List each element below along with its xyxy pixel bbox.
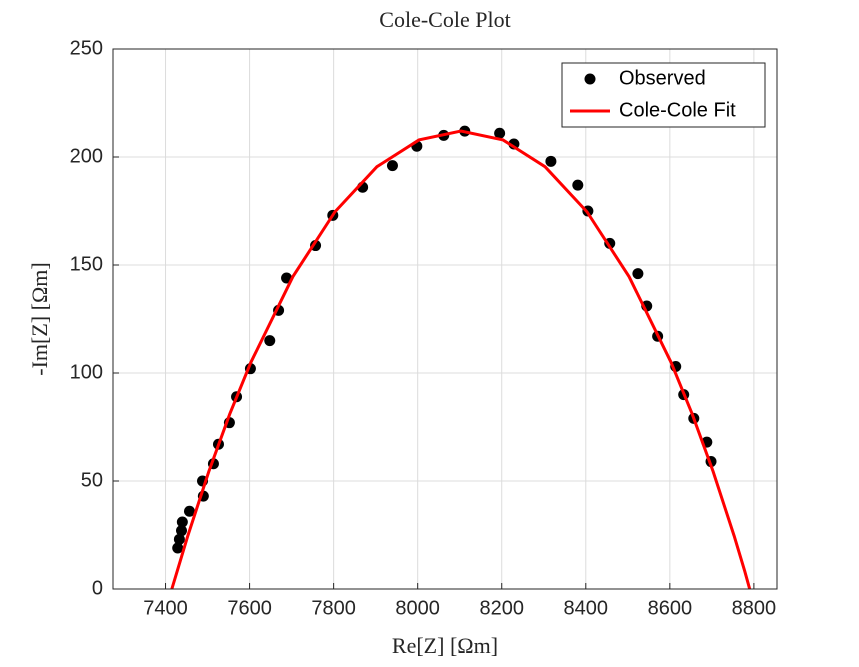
y-tick-label: 200: [70, 145, 103, 167]
x-tick-label: 7800: [311, 597, 356, 619]
legend-label: Cole-Cole Fit: [619, 99, 736, 121]
y-tick-label: 0: [92, 577, 103, 599]
y-tick-label: 50: [81, 469, 103, 491]
x-tick-label: 8000: [395, 597, 440, 619]
data-point: [172, 542, 184, 554]
data-point: [494, 127, 506, 139]
fit-line: [170, 129, 752, 590]
data-point: [176, 525, 188, 537]
y-tick-label: 250: [70, 37, 103, 59]
y-tick-label: 100: [70, 361, 103, 383]
data-point: [176, 516, 188, 528]
y-tick-label: 150: [70, 253, 103, 275]
plot-area: [113, 49, 777, 589]
x-axis-label: Re[Z] [Ωm]: [392, 633, 498, 658]
x-tick-label: 8800: [732, 597, 777, 619]
data-point: [545, 155, 557, 167]
legend-label: Observed: [619, 67, 706, 89]
legend: Observed Cole-Cole Fit: [561, 62, 766, 128]
legend-box: [561, 62, 766, 128]
chart-title: Cole-Cole Plot: [379, 7, 510, 32]
data-point: [173, 533, 185, 545]
legend-symbol: [584, 73, 596, 85]
x-tick-label: 8600: [648, 597, 693, 619]
data-point: [572, 179, 584, 191]
data-point: [632, 268, 644, 280]
axes-box: [112, 48, 778, 590]
data-point: [386, 160, 398, 172]
data-point: [183, 505, 195, 517]
x-tick-label: 8400: [564, 597, 609, 619]
marks: [170, 125, 752, 590]
x-tick-label: 7400: [143, 597, 188, 619]
x-tick-label: 8200: [479, 597, 524, 619]
x-tick-label: 7600: [227, 597, 272, 619]
data-point: [264, 335, 276, 347]
y-axis-label: -Im[Z] [Ωm]: [27, 262, 52, 375]
